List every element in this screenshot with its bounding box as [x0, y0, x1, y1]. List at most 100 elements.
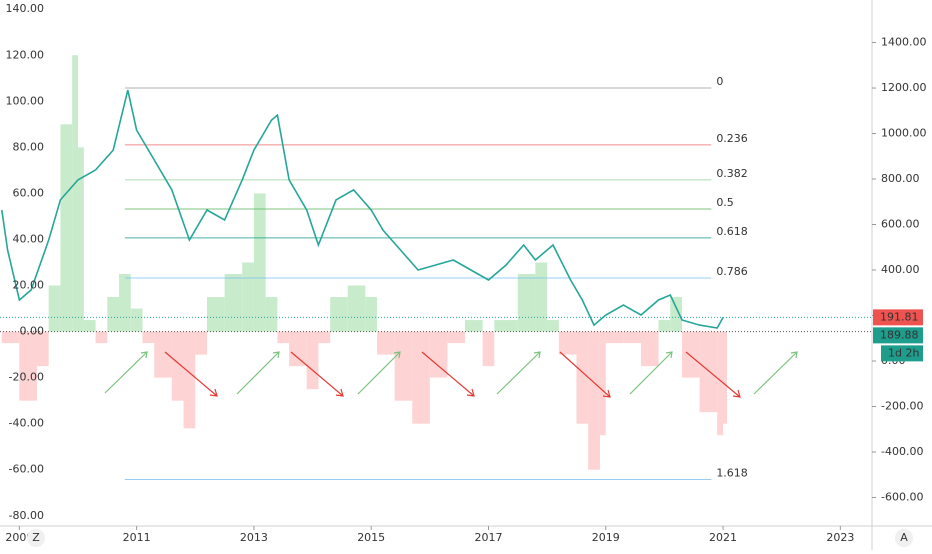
oscillator-bar	[277, 331, 290, 344]
oscillator-bar	[535, 262, 548, 332]
axis-button-label[interactable]: Z	[32, 531, 40, 544]
price-line	[1, 89, 724, 329]
down-arrows	[164, 351, 741, 398]
arrow	[753, 351, 798, 395]
y-tick-label: 60.00	[13, 186, 45, 199]
y-tick-label: 100.00	[6, 94, 45, 107]
last-price-label: 191.81	[880, 310, 919, 323]
oscillator-bar	[588, 331, 600, 470]
y-tick-label: -60.00	[9, 463, 44, 476]
fib-levels: 0 0.236 0.382 0.5 0.618 0.786 1.618	[124, 75, 748, 481]
oscillator-bar	[365, 297, 378, 332]
axis-button[interactable]	[895, 529, 913, 547]
fib-label: 1.618	[716, 467, 748, 480]
oscillator-bar	[95, 331, 108, 344]
last-price-badge	[873, 309, 923, 326]
oscillator-bar	[558, 331, 577, 355]
y-tick-label: -40.00	[9, 417, 44, 430]
oscillator-bar	[60, 124, 73, 332]
arrow	[559, 351, 611, 398]
oscillator-bar	[412, 331, 430, 424]
oscillator-bar	[19, 331, 37, 401]
oscillator-bar	[429, 331, 448, 378]
oscillator-bar	[224, 274, 243, 332]
fib-label: 0.5	[716, 196, 734, 209]
trend-arrows	[104, 351, 798, 398]
oscillator-bar	[171, 331, 184, 401]
oscillator-bar	[306, 331, 319, 390]
oscillator-bar	[330, 297, 348, 332]
oscillator-bar	[682, 331, 700, 378]
arrow	[421, 351, 475, 397]
oscillator-bar	[195, 331, 208, 355]
oscillator-bar	[242, 262, 254, 332]
oscillator-bar	[377, 331, 395, 355]
arrow	[164, 351, 218, 397]
oscillator-bar	[142, 331, 155, 344]
axis-button[interactable]	[27, 529, 45, 547]
badge	[881, 345, 923, 362]
fib-label: 0.786	[716, 265, 748, 278]
y2-tick-label: -600.00	[881, 490, 923, 503]
y2-tick-label: 400.00	[881, 263, 920, 276]
oscillator-bar	[623, 331, 641, 344]
arrow	[236, 351, 280, 395]
oscillator-bar	[154, 331, 172, 378]
arrow	[685, 351, 741, 398]
badge	[873, 327, 923, 344]
up-arrows	[104, 351, 798, 395]
oscillator-bar	[717, 331, 724, 436]
x-tick-label: 2019	[592, 531, 620, 544]
y-tick-label: -20.00	[9, 371, 44, 384]
oscillator-bar	[107, 297, 120, 332]
x-tick-label: 2021	[709, 531, 737, 544]
y-tick-label: 80.00	[13, 140, 45, 153]
arrow	[104, 351, 148, 394]
oscillator-bar	[77, 147, 84, 332]
y-tick-label: 120.00	[6, 48, 45, 61]
price	[0, 89, 872, 329]
oscillator-bar	[318, 331, 331, 344]
x-tick-label: 2023	[826, 531, 854, 544]
oscillator-bar	[36, 331, 49, 367]
oscillator-bar	[72, 55, 78, 332]
y-tick-label: 0.00	[20, 325, 45, 338]
oscillator-bar	[494, 320, 518, 332]
oscillator-bar	[576, 331, 589, 424]
oscillator-bar	[207, 297, 225, 332]
x-tick-label: 2011	[123, 531, 151, 544]
axis-button-label[interactable]: A	[900, 531, 908, 544]
badge-label: 1d 2h	[888, 346, 919, 359]
oscillator-bar	[723, 331, 728, 424]
y2-tick-label: 800.00	[881, 172, 920, 185]
oscillator-bar	[640, 331, 659, 367]
arrow	[496, 351, 541, 395]
fib-label: 0.382	[716, 167, 748, 180]
y-tick-label: 40.00	[13, 232, 45, 245]
x-tick-label: 2009	[5, 531, 33, 544]
oscillator-bar	[670, 297, 683, 332]
oscillator-bar	[447, 331, 466, 344]
oscillator-bar	[119, 274, 131, 332]
oscillator-bar	[130, 308, 143, 332]
arrow	[290, 351, 344, 397]
oscillator-bar	[265, 297, 278, 332]
x-tick-label: 2013	[240, 531, 268, 544]
oscillator-bar	[482, 331, 495, 367]
oscillator-bar	[83, 320, 96, 332]
y2-tick-label: -200.00	[881, 399, 923, 412]
y2-tick-label: -400.00	[881, 445, 923, 458]
oscillator-bar	[465, 320, 483, 332]
y2-tick-label: 1000.00	[881, 127, 927, 140]
oscillator-bar	[394, 331, 413, 401]
oscillator-bar	[1, 331, 20, 344]
oscillator-bar	[48, 285, 61, 332]
oscillator-bar	[605, 331, 624, 344]
oscillator-bar	[347, 285, 366, 332]
oscillator-bar	[658, 320, 671, 332]
y2-tick-label: 600.00	[881, 218, 920, 231]
oscillator-bar	[289, 331, 307, 367]
